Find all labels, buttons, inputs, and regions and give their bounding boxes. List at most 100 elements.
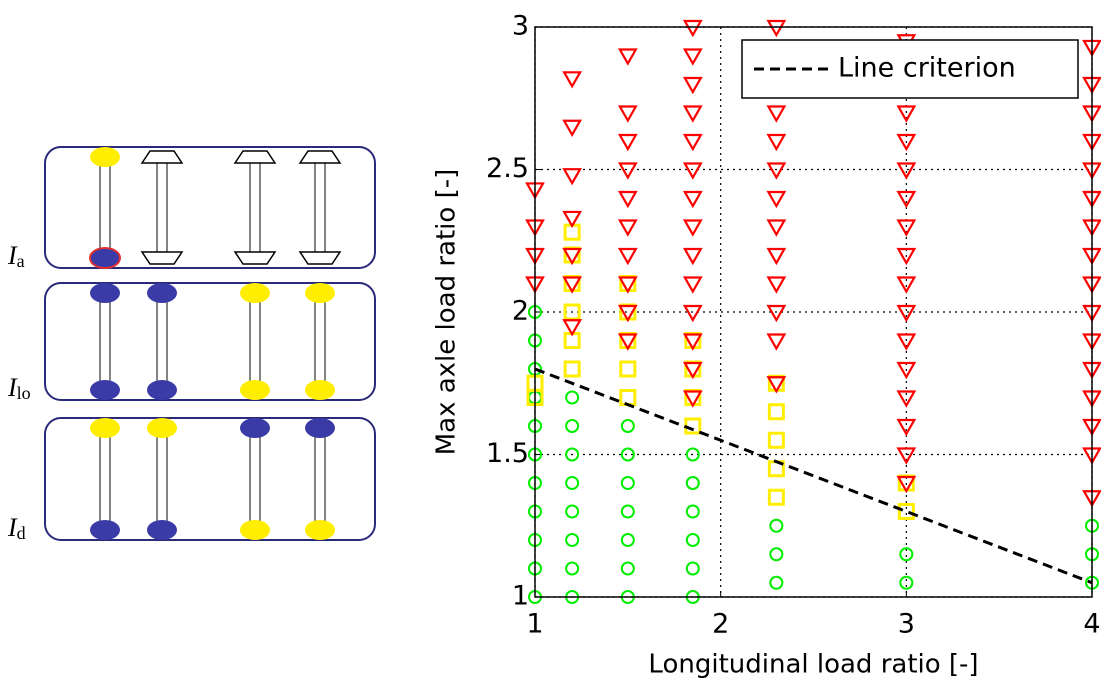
point <box>682 333 703 351</box>
point <box>766 304 787 323</box>
point <box>682 190 703 209</box>
x-tick-label: 2 <box>712 609 729 640</box>
point <box>682 162 703 180</box>
point <box>896 105 917 123</box>
axle <box>249 156 261 259</box>
wagon-body <box>44 146 376 269</box>
wheel <box>233 150 277 164</box>
point <box>769 575 784 590</box>
point <box>617 333 638 351</box>
axle <box>99 292 111 391</box>
axle <box>249 292 261 391</box>
point <box>766 19 787 38</box>
axle <box>249 427 261 531</box>
wheel <box>305 520 335 540</box>
wheel <box>90 147 120 167</box>
point <box>619 389 637 406</box>
point <box>562 276 583 294</box>
point <box>897 503 915 520</box>
point <box>896 475 917 494</box>
point <box>682 219 703 237</box>
label-sub: d <box>17 523 26 543</box>
axle <box>156 156 168 259</box>
point <box>682 133 703 152</box>
wheel <box>90 380 120 400</box>
point <box>617 276 638 294</box>
point <box>617 48 638 66</box>
y-tick-label: 2 <box>512 296 529 327</box>
wagon-body <box>44 282 376 401</box>
wheel <box>298 150 342 164</box>
point <box>620 533 635 547</box>
wheel <box>90 520 120 540</box>
wagon-body <box>44 417 376 541</box>
axle <box>156 427 168 531</box>
wheel <box>240 418 270 438</box>
point <box>766 133 787 152</box>
label-sub: lo <box>17 383 31 403</box>
point <box>766 219 787 237</box>
wheel <box>90 418 120 438</box>
point <box>682 361 703 380</box>
wagon-label: Id <box>7 513 26 543</box>
point <box>896 390 917 408</box>
point <box>769 547 784 562</box>
point <box>896 304 917 323</box>
point <box>766 190 787 209</box>
wheel <box>233 251 277 265</box>
wheel <box>90 283 120 303</box>
axle <box>314 156 326 259</box>
point <box>682 247 703 266</box>
point <box>565 390 580 405</box>
point <box>896 133 917 152</box>
label-main: I <box>7 241 18 270</box>
point <box>617 247 638 266</box>
point <box>682 304 703 323</box>
point <box>896 190 917 209</box>
point <box>620 476 635 490</box>
wheel <box>89 247 121 269</box>
point <box>562 71 583 89</box>
wheel <box>240 283 270 303</box>
criterion-line <box>534 367 1093 585</box>
point <box>565 561 580 576</box>
y-tick-label: 1 <box>512 581 529 612</box>
point <box>766 105 787 123</box>
point <box>767 431 785 449</box>
wheel <box>305 283 335 303</box>
chart: 1 2 3 4 1 1.5 2 2.5 3 Line criterion Longitudinal … <box>432 11 1101 680</box>
point <box>565 419 580 433</box>
point <box>766 162 787 180</box>
point <box>766 333 787 351</box>
wheel <box>147 380 177 400</box>
point <box>565 504 580 519</box>
wheel <box>240 380 270 400</box>
legend-label: Line criterion <box>838 53 1016 84</box>
point <box>767 488 785 506</box>
point <box>766 276 787 294</box>
wheel <box>305 380 335 400</box>
axle <box>99 156 111 259</box>
point <box>685 504 700 519</box>
point <box>896 247 917 266</box>
legend-box <box>741 39 1079 99</box>
y-tick-label: 2.5 <box>486 153 529 184</box>
y-axis-label: Max axle load ratio [-] <box>432 169 462 456</box>
wheel <box>305 418 335 438</box>
point <box>617 105 638 123</box>
point <box>896 333 917 351</box>
point <box>565 447 580 462</box>
point <box>565 476 580 490</box>
x-tick-label: 3 <box>898 609 915 640</box>
point <box>565 533 580 547</box>
point <box>682 390 703 408</box>
point <box>685 476 700 490</box>
point <box>563 303 581 321</box>
point <box>899 547 914 562</box>
point <box>896 447 917 465</box>
plot-frame <box>534 26 1093 598</box>
point <box>617 133 638 152</box>
point <box>682 105 703 123</box>
wheel <box>140 150 184 164</box>
